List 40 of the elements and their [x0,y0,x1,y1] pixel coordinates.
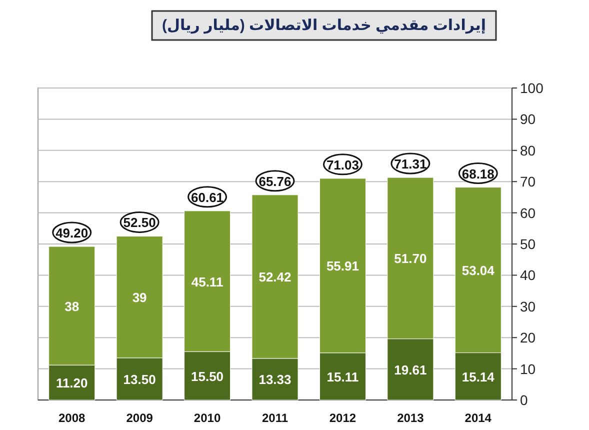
data-label: 13.50 [123,372,156,387]
data-label: 38 [64,298,80,314]
data-label: 51.70 [394,251,427,266]
data-label: 15.50 [191,368,224,384]
data-label: 15.14 [462,369,496,384]
y-tick-label: 40 [520,267,536,284]
y-tick-label: 20 [520,330,536,346]
y-tick-label: 60 [520,204,536,221]
y-tick-label: 70 [520,174,536,190]
total-label: 71.31 [394,156,427,172]
y-tick-label: 80 [520,142,536,158]
chart-title: إيرادات مقدمي خدمات الاتصالات (مليار ريال) [162,17,486,34]
y-tick-label: 0 [520,392,528,408]
x-tick-label: 2012 [329,411,356,425]
x-tick-label: 2013 [397,411,424,425]
y-tick-label: 100 [520,80,544,96]
total-label: 71.03 [326,157,359,172]
y-tick-label: 30 [520,298,536,314]
total-label: 65.76 [258,174,292,189]
data-label: 45.11 [191,274,224,290]
data-label: 53.04 [462,263,496,278]
x-tick-label: 2011 [262,411,288,425]
x-tick-label: 2014 [464,411,492,425]
x-tick-label: 2009 [126,411,154,425]
data-label: 39 [132,290,147,306]
total-label: 52.50 [123,215,156,230]
total-label: 60.61 [191,190,224,205]
x-tick-label: 2010 [194,411,221,425]
y-tick-label: 10 [520,360,536,377]
data-label: 15.11 [326,369,359,384]
y-tick-label: 90 [520,111,536,128]
total-label: 68.18 [462,166,494,182]
data-label: 55.91 [326,258,359,274]
x-tick-label: 2008 [58,411,86,425]
data-label: 13.33 [258,372,292,388]
total-label: 49.20 [56,225,88,240]
data-label: 11.20 [56,376,88,391]
y-tick-label: 50 [520,236,536,252]
data-label: 52.42 [258,270,292,285]
data-label: 19.61 [394,362,427,378]
